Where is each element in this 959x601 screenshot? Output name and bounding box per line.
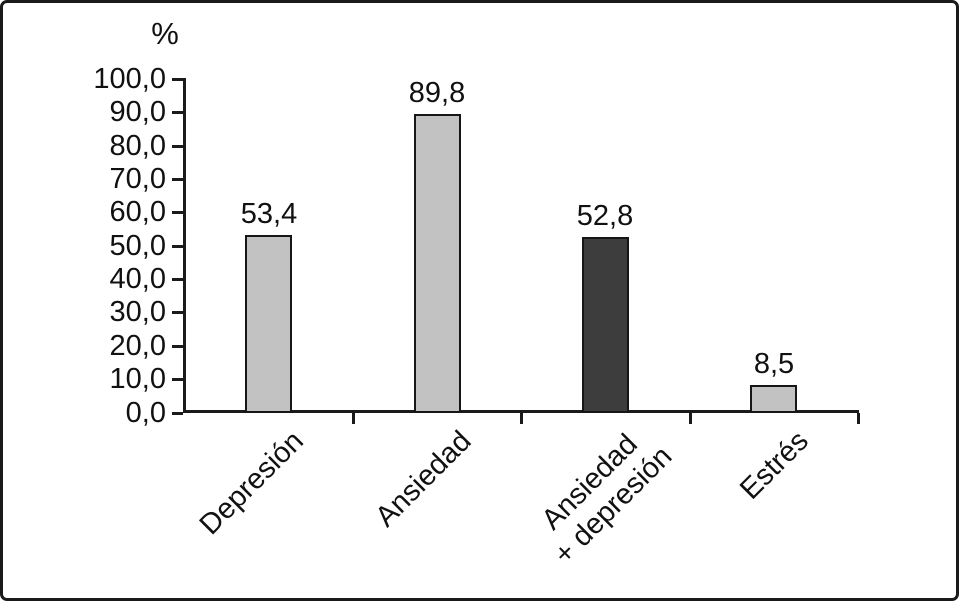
- y-axis-tick: [172, 245, 183, 248]
- y-axis-tick: [172, 78, 183, 81]
- bar-0: [245, 235, 292, 413]
- y-axis: [183, 78, 186, 413]
- x-category-label: Ansiedad: [369, 425, 478, 534]
- bar-1: [414, 114, 461, 413]
- bar-value-label: 52,8: [576, 200, 634, 232]
- x-axis: [183, 410, 859, 413]
- y-tick-label: 60,0: [109, 196, 166, 228]
- y-axis-tick: [172, 378, 183, 381]
- y-tick-label: 30,0: [109, 296, 166, 328]
- bar-value-label: 89,8: [408, 77, 466, 109]
- bar-chart: % 100,0 90,0 80,0 70,0 60,0 50,0 40,0 30,0 20,0 1…: [3, 3, 956, 598]
- y-axis-tick: [172, 211, 183, 214]
- y-axis-tick: [172, 278, 183, 281]
- bar-value-label: 8,5: [753, 348, 795, 380]
- y-tick-label: 50,0: [109, 230, 166, 262]
- y-axis-tick: [172, 111, 183, 114]
- y-axis-tick: [172, 311, 183, 314]
- y-axis-tick: [172, 412, 183, 415]
- y-tick-label: 70,0: [109, 163, 166, 195]
- y-tick-label: 10,0: [109, 363, 166, 395]
- x-axis-tick: [520, 413, 523, 424]
- x-category-label: Ansiedad + depresión: [535, 428, 678, 571]
- y-tick-label: 80,0: [109, 130, 166, 162]
- x-axis-tick: [352, 413, 355, 424]
- bar-2: [582, 237, 629, 413]
- bar-3: [750, 385, 797, 413]
- bar-value-label: 53,4: [240, 198, 298, 230]
- y-axis-tick: [172, 178, 183, 181]
- x-category-label: Depresión: [193, 425, 310, 542]
- y-tick-label: 40,0: [109, 263, 166, 295]
- y-tick-label: 0,0: [125, 397, 166, 429]
- y-axis-tick: [172, 145, 183, 148]
- x-category-label: Estrés: [733, 425, 815, 506]
- x-axis-tick: [689, 413, 692, 424]
- y-tick-label: 90,0: [109, 96, 166, 128]
- y-tick-label: 100,0: [93, 63, 166, 95]
- y-axis-unit-label: %: [151, 16, 179, 51]
- y-tick-label: 20,0: [109, 330, 166, 362]
- y-axis-tick: [172, 345, 183, 348]
- x-axis-tick: [857, 413, 860, 424]
